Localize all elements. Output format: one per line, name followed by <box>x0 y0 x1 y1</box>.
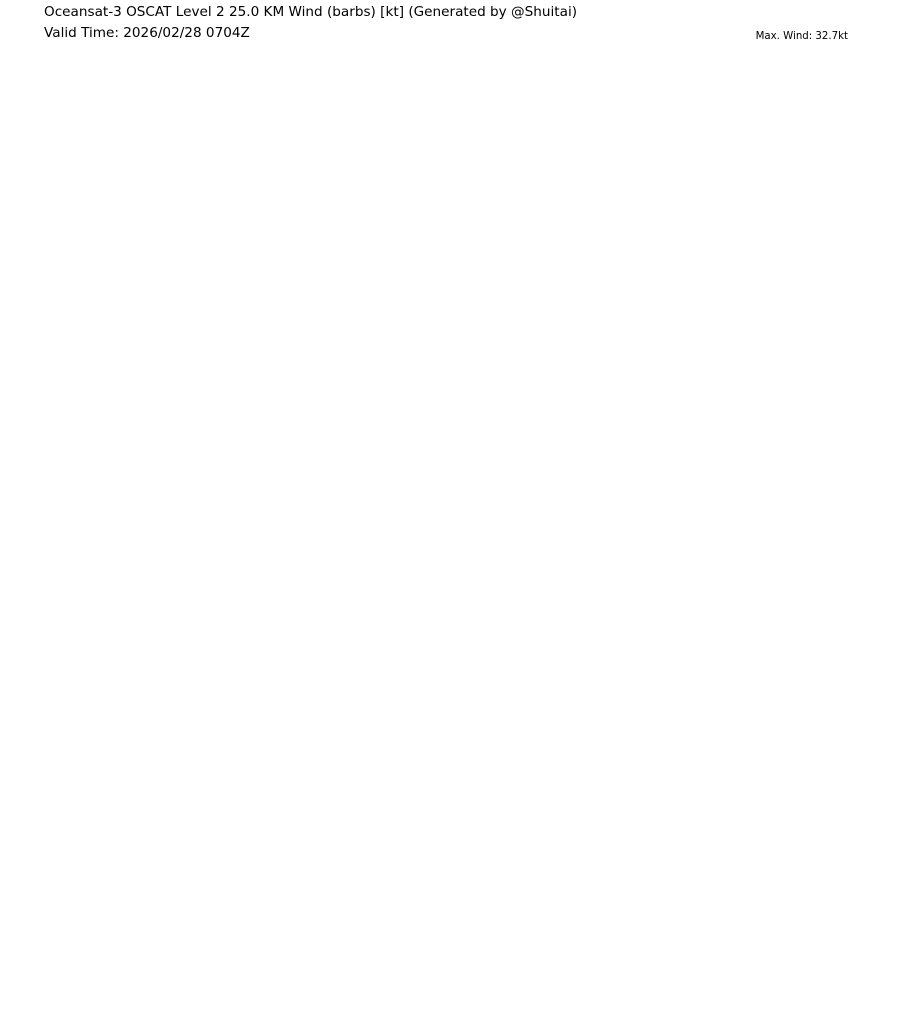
max-wind-label: Max. Wind: 32.7kt <box>755 31 848 42</box>
wind-speed-colorbar <box>855 56 917 1000</box>
page-title: Oceansat-3 OSCAT Level 2 25.0 KM Wind (b… <box>44 4 578 20</box>
wind-barb-map <box>44 58 846 985</box>
valid-time-label: Valid Time: 2026/02/28 0704Z <box>44 25 250 41</box>
